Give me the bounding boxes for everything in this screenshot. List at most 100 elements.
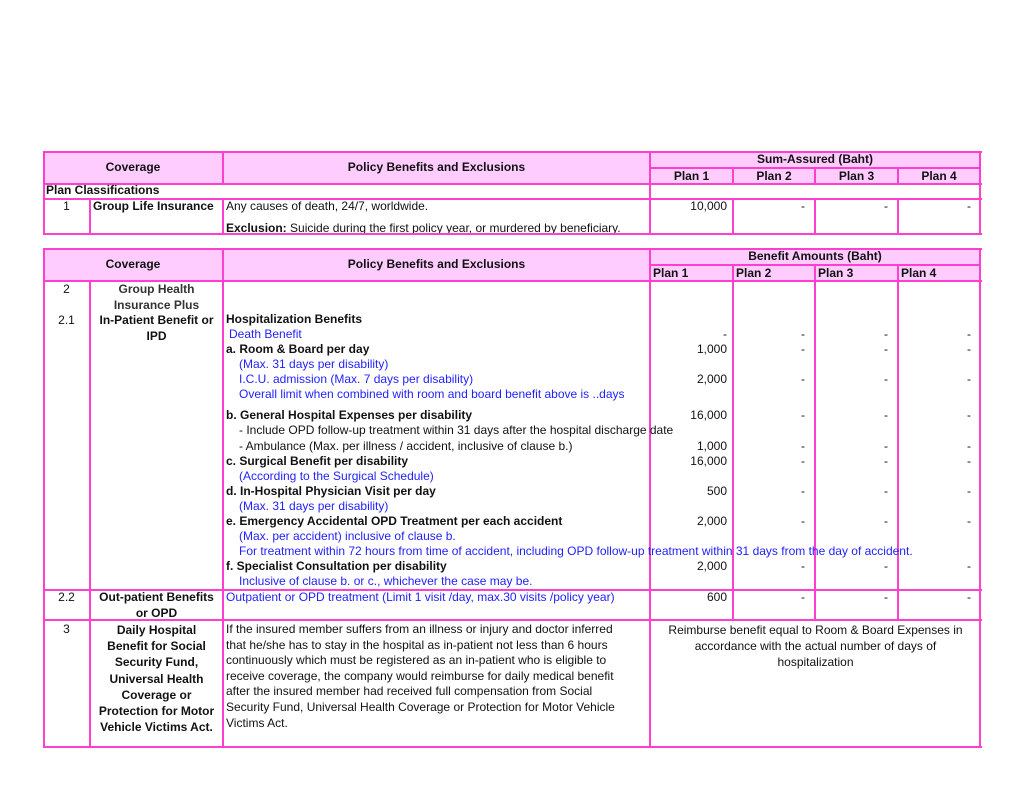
plan-3-value: -: [884, 342, 888, 356]
coverage-out-patient-2: or OPD: [135, 606, 178, 620]
border: [43, 233, 982, 235]
benefit-line: (According to the Surgical Schedule): [239, 469, 434, 483]
border: [89, 198, 91, 235]
benefit-line: Hospitalization Benefits: [226, 312, 363, 326]
benefit-line: a. Room & Board per day: [226, 342, 370, 356]
border: [649, 151, 651, 235]
plan-4-value: -: [967, 454, 971, 468]
header-policy: Policy Benefits and Exclusions: [347, 160, 526, 174]
coverage-in-patient-2: IPD: [146, 329, 167, 343]
plan-2-value: -: [801, 439, 805, 453]
benefit-line: (Max. per accident) inclusive of clause …: [239, 529, 456, 543]
plan-2-value: -: [801, 454, 805, 468]
border: [732, 198, 734, 235]
plan-3-value: -: [884, 199, 888, 213]
plan-4-value: -: [967, 327, 971, 341]
text-line: Security Fund, Universal Health Coverage…: [226, 699, 615, 714]
exclusion-text: Exclusion: Suicide during the first poli…: [226, 221, 621, 233]
plan-4-value: -: [967, 590, 971, 604]
border: [43, 248, 982, 250]
plan-2-value: -: [801, 372, 805, 386]
border: [43, 589, 982, 591]
plan-3-value: -: [884, 439, 888, 453]
plan-3-value: -: [884, 372, 888, 386]
border: [979, 248, 981, 748]
plan-1-value: 2,000: [696, 514, 727, 528]
text-line: after the insured member had received fu…: [226, 684, 593, 699]
header-sum-assured: Sum-Assured (Baht): [756, 152, 873, 166]
border: [43, 183, 982, 185]
plan-3-value: -: [884, 590, 888, 604]
plan-1-value: 2,000: [696, 559, 727, 573]
coverage-group-health: Group Health: [118, 282, 195, 296]
benefit-line: Overall limit when combined with room an…: [239, 387, 625, 401]
coverage-line: Vehicle Victims Act.: [100, 720, 213, 735]
daily-hospital-text: If the insured member suffers from an il…: [226, 622, 615, 731]
benefit-line: I.C.U. admission (Max. 7 days per disabi…: [239, 372, 474, 386]
exclusion-detail: Suicide during the first policy year, or…: [286, 221, 621, 233]
coverage-line: Universal Health: [109, 671, 204, 686]
benefit-line: accordance with the actual number of day…: [694, 639, 937, 653]
coverage-line: Daily Hospital: [116, 623, 197, 637]
border: [43, 151, 45, 235]
plan-3-value: -: [884, 408, 888, 422]
text-line: receive coverage, the company would reim…: [226, 668, 614, 683]
coverage-group-life: Group Life Insurance: [93, 199, 214, 213]
header-plan-4: Plan 4: [901, 266, 937, 280]
header-plan-1: Plan 1: [673, 169, 710, 183]
plan-4-value: -: [967, 199, 971, 213]
coverage-line: Protection for Motor: [98, 704, 215, 719]
plan-2-value: -: [801, 199, 805, 213]
border: [732, 264, 734, 621]
border: [43, 619, 982, 621]
text-line: continuously which must be registered as…: [226, 653, 607, 668]
border: [43, 248, 45, 748]
header-coverage: Coverage: [105, 257, 161, 271]
text-line: If the insured member suffers from an il…: [226, 622, 613, 636]
border: [897, 264, 899, 621]
benefit-line: - Include OPD follow-up treatment within…: [239, 423, 674, 437]
plan-2-value: -: [801, 484, 805, 498]
plan-3-value: -: [884, 559, 888, 573]
border: [222, 198, 224, 235]
section-plan-classifications: Plan Classifications: [46, 183, 160, 197]
border: [43, 198, 982, 200]
border: [43, 280, 982, 282]
plan-4-value: -: [967, 484, 971, 498]
coverage-in-patient: In-Patient Benefit or: [99, 313, 214, 327]
row-number: 1: [63, 199, 70, 213]
benefit-line: b. General Hospital Expenses per disabil…: [226, 408, 473, 422]
header-benefit-amounts: Benefit Amounts (Baht): [748, 249, 882, 263]
plan-3-value: -: [884, 327, 888, 341]
plan-1-value: 1,000: [696, 439, 727, 453]
benefit-line: (Max. 31 days per disability): [239, 499, 389, 513]
benefit-line: - Ambulance (Max. per illness / accident…: [239, 439, 573, 453]
header-policy: Policy Benefits and Exclusions: [347, 257, 526, 271]
border: [979, 151, 981, 235]
plan-3-value: -: [884, 454, 888, 468]
benefit-line: e. Emergency Accidental OPD Treatment pe…: [226, 514, 563, 528]
daily-hospital-benefit: Reimburse benefit equal to Room & Board …: [651, 622, 980, 670]
border: [649, 248, 651, 748]
coverage-line: Benefit for Social: [107, 639, 206, 654]
text-line: Victims Act.: [226, 715, 288, 730]
plan-1-value: 1,000: [696, 342, 727, 356]
plan-1-value: 16,000: [690, 408, 727, 422]
border: [897, 198, 899, 235]
plan-2-value: -: [801, 327, 805, 341]
benefit-line: d. In-Hospital Physician Visit per day: [226, 484, 436, 498]
plan-3-value: -: [884, 484, 888, 498]
plan-4-value: -: [967, 408, 971, 422]
plan-2-value: -: [801, 342, 805, 356]
border: [732, 167, 734, 184]
border: [897, 167, 899, 184]
plan-3-value: -: [884, 514, 888, 528]
benefit-line: f. Specialist Consultation per disabilit…: [226, 559, 447, 573]
plan-4-value: -: [967, 372, 971, 386]
header-plan-2: Plan 2: [756, 169, 792, 183]
benefit-line: Inclusive of clause b. or c., whichever …: [239, 574, 533, 588]
coverage-out-patient: Out-patient Benefits: [99, 590, 214, 604]
header-plan-4: Plan 4: [921, 169, 957, 183]
plan-2-value: -: [801, 559, 805, 573]
benefit-text: Any causes of death, 24/7, worldwide.: [226, 199, 429, 213]
